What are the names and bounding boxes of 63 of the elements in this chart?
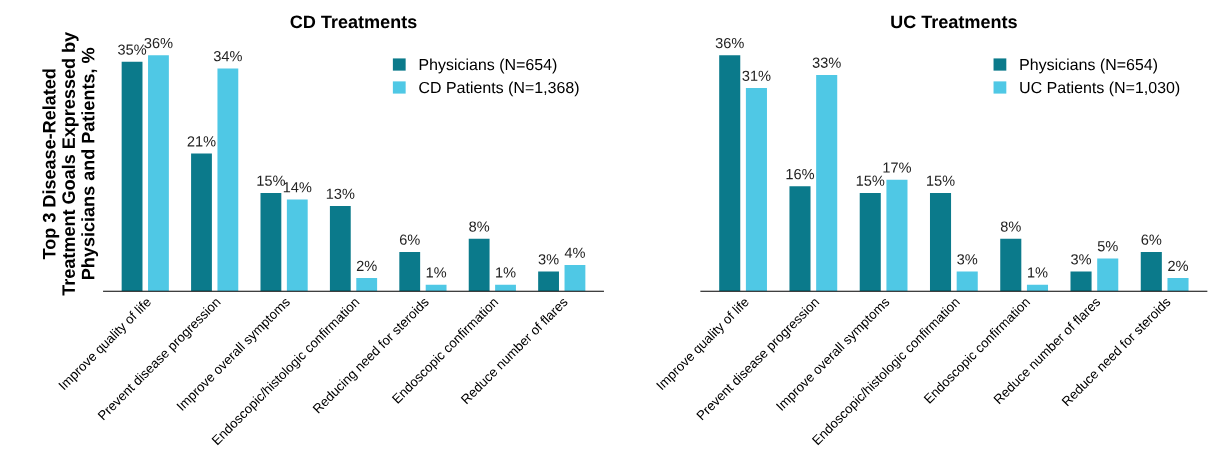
data-label: 35% xyxy=(118,44,147,55)
data-label: 34% xyxy=(213,51,242,62)
bar xyxy=(956,271,978,292)
bar xyxy=(1026,284,1049,292)
bar xyxy=(1167,278,1189,292)
data-label: 36% xyxy=(715,37,744,49)
bar xyxy=(745,88,767,292)
data-label: 2% xyxy=(356,260,377,271)
bar xyxy=(121,61,143,292)
data-label: 17% xyxy=(883,162,912,173)
data-label: 14% xyxy=(283,182,312,193)
data-label: 21% xyxy=(187,136,216,147)
bar xyxy=(564,264,586,292)
data-label: 33% xyxy=(812,57,841,68)
bar xyxy=(468,238,490,292)
bar xyxy=(1070,271,1092,292)
data-label: 6% xyxy=(399,234,420,245)
bar xyxy=(148,55,169,292)
bar xyxy=(1097,258,1119,292)
data-label: 2% xyxy=(1168,260,1189,271)
legend-label: Physicians (N=654) xyxy=(1020,58,1158,74)
data-label: 15% xyxy=(856,175,885,186)
bar xyxy=(789,186,811,292)
bar xyxy=(399,251,421,292)
data-label: 1% xyxy=(496,267,516,278)
bar xyxy=(356,278,378,292)
legend-label: UC Patients (N=1,030) xyxy=(1020,81,1180,97)
bar xyxy=(719,55,741,292)
bar xyxy=(191,153,212,292)
data-label: 3% xyxy=(538,254,559,265)
data-label: 8% xyxy=(1000,221,1021,232)
bar xyxy=(329,206,351,292)
bar xyxy=(538,271,559,292)
bar xyxy=(260,192,282,292)
chart-title: CD Treatments xyxy=(290,15,417,29)
data-label: 5% xyxy=(1097,241,1118,252)
bar xyxy=(217,68,239,292)
bar xyxy=(286,199,308,292)
bar xyxy=(816,74,838,292)
data-label: 15% xyxy=(927,175,955,186)
data-label: 15% xyxy=(257,175,285,186)
data-label: 4% xyxy=(564,247,585,258)
legend-label: CD Patients (N=1,368) xyxy=(419,81,579,97)
chart-title: UC Treatments xyxy=(891,15,1017,29)
bar xyxy=(425,284,447,292)
bar xyxy=(886,179,908,292)
data-label: 3% xyxy=(957,254,978,265)
data-label: 6% xyxy=(1141,234,1162,245)
data-label: 1% xyxy=(1028,267,1048,278)
data-label: 16% xyxy=(786,168,815,180)
data-label: 31% xyxy=(742,70,771,81)
data-label: 36% xyxy=(144,37,173,49)
data-label: 1% xyxy=(426,267,447,278)
data-label: 3% xyxy=(1071,254,1092,265)
bar xyxy=(859,192,881,292)
bar xyxy=(495,284,516,292)
bar xyxy=(929,192,952,292)
legend-label: Physicians (N=654) xyxy=(419,58,557,74)
bar xyxy=(1000,238,1022,292)
bar xyxy=(1140,251,1162,292)
y-axis-title: Top 3 Disease-Related Treatment Goals Expressed by Physicians and Patients, % xyxy=(42,31,99,296)
data-label: 13% xyxy=(326,188,355,199)
data-label: 8% xyxy=(469,221,490,232)
